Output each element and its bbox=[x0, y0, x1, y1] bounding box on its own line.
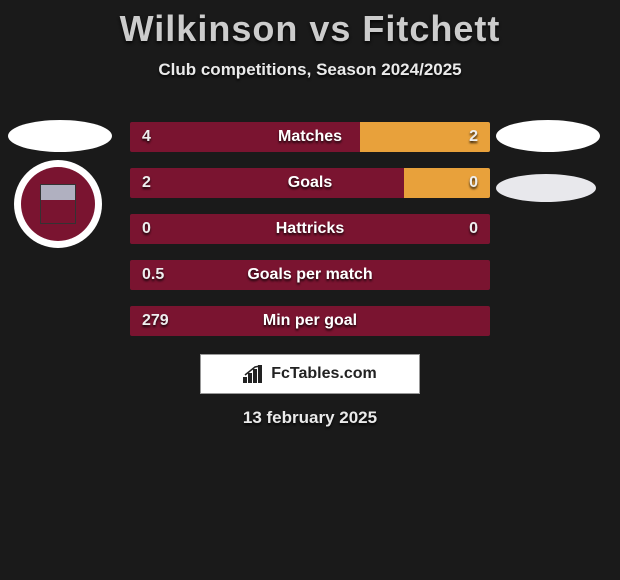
stat-bar-left bbox=[130, 260, 490, 290]
club-shield-icon bbox=[40, 184, 76, 224]
brand-box[interactable]: FcTables.com bbox=[200, 354, 420, 394]
date-label: 13 february 2025 bbox=[0, 408, 620, 428]
subtitle: Club competitions, Season 2024/2025 bbox=[0, 60, 620, 80]
stat-bar-left bbox=[130, 214, 490, 244]
right-ellipse-1 bbox=[496, 120, 600, 152]
stat-row-matches: 4 2 Matches bbox=[130, 122, 490, 152]
stat-bar-left bbox=[130, 122, 360, 152]
brand-label: FcTables.com bbox=[271, 365, 377, 383]
chart-icon bbox=[243, 365, 265, 383]
stat-value-left: 4 bbox=[142, 122, 151, 152]
left-player-badges bbox=[8, 120, 112, 244]
stat-value-right: 0 bbox=[469, 214, 478, 244]
stat-value-left: 0 bbox=[142, 214, 151, 244]
stat-value-right: 2 bbox=[469, 122, 478, 152]
club-badge-inner bbox=[21, 167, 95, 241]
stat-row-hattricks: 0 0 Hattricks bbox=[130, 214, 490, 244]
stat-value-left: 279 bbox=[142, 306, 169, 336]
right-ellipse-2 bbox=[496, 174, 596, 202]
stat-row-mpg: 279 Min per goal bbox=[130, 306, 490, 336]
stat-row-gpm: 0.5 Goals per match bbox=[130, 260, 490, 290]
left-ellipse-1 bbox=[8, 120, 112, 152]
stat-value-right: 0 bbox=[469, 168, 478, 198]
stat-bar-left bbox=[130, 168, 404, 198]
club-badge bbox=[8, 160, 108, 244]
stats-chart: 4 2 Matches 2 0 Goals 0 0 Hattricks 0.5 … bbox=[130, 122, 490, 352]
stat-value-left: 0.5 bbox=[142, 260, 164, 290]
page-title: Wilkinson vs Fitchett bbox=[0, 0, 620, 50]
stat-value-left: 2 bbox=[142, 168, 151, 198]
club-badge-outer bbox=[14, 160, 102, 248]
right-player-badges bbox=[496, 120, 600, 202]
stat-bar-left bbox=[130, 306, 490, 336]
stat-row-goals: 2 0 Goals bbox=[130, 168, 490, 198]
